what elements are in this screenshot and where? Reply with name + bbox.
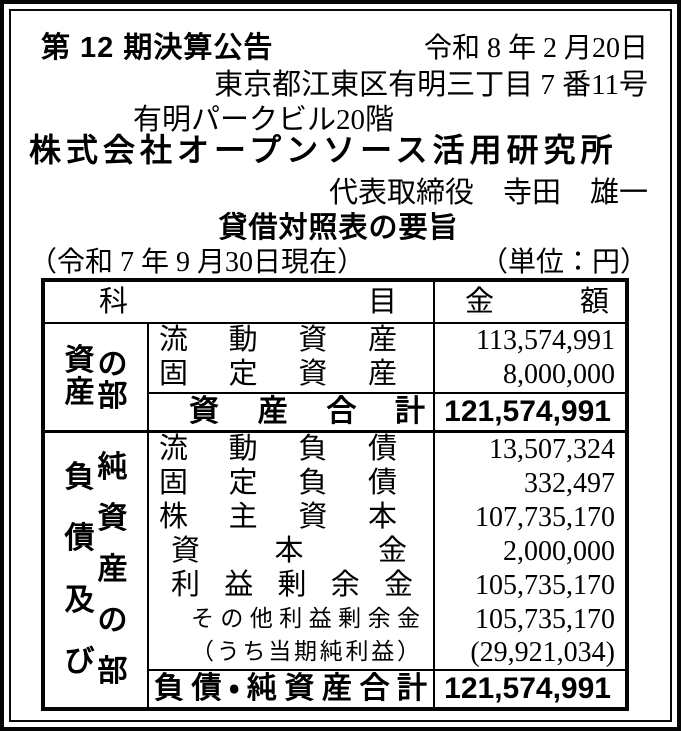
liabilities-section-label: 負債及び 純資産の部	[45, 433, 149, 707]
header-item-column: 科目	[45, 282, 435, 322]
amount-cell: 332,497	[524, 468, 615, 499]
statement-title: 貸借対照表の要旨	[218, 212, 459, 244]
item-cell: 流動負債	[149, 433, 435, 467]
assets-section: 資産 の部 流動資産 113,574,991 固定資産 8,000,000	[45, 324, 625, 430]
amount-cell: 13,507,324	[489, 434, 615, 465]
table-row: 流動資産 113,574,991	[149, 324, 625, 358]
amount-cell: 121,574,991	[444, 672, 611, 705]
item-cell: 流動資産	[149, 324, 435, 358]
amount-cell: 121,574,991	[444, 395, 611, 428]
notice-date: 令和 8 年 2 月20日	[423, 33, 648, 64]
header-amount-column: 金額	[465, 286, 609, 318]
table-row: 株主資本 107,735,170	[149, 501, 625, 535]
table-row: 資本金 2,000,000	[149, 535, 625, 569]
amount-cell: 105,735,170	[475, 570, 615, 601]
as-of-date: （令和 7 年 9 月30日現在）	[29, 247, 366, 278]
table-row: （うち当期純利益） (29,921,034)	[149, 636, 625, 669]
balance-sheet-table: 科目 金額 資産 の部 流動資産 113,574,991 固定資産	[41, 278, 629, 711]
amount-cell: 8,000,000	[503, 359, 615, 390]
assets-total-row: 資産合計 121,574,991	[149, 392, 625, 430]
item-cell: 固定負債	[149, 467, 435, 501]
amount-cell: 2,000,000	[503, 536, 615, 567]
liabilities-total-row: 負債・純資産合計 121,574,991	[149, 669, 625, 707]
as-of-unit-line: （令和 7 年 9 月30日現在） （単位：円）	[29, 240, 648, 278]
liabilities-rows: 流動負債 13,507,324 固定負債 332,497 株主資本 107,73…	[149, 433, 625, 707]
liabilities-label-col1: 負債及び	[64, 461, 95, 678]
item-cell: 固定資産	[149, 358, 435, 392]
item-cell: その他利益剰余金	[149, 603, 435, 636]
item-cell: （うち当期純利益）	[149, 636, 435, 669]
company-address-line1: 東京都江東区有明三丁目 7 番11号	[214, 69, 648, 101]
company-address-line2: 有明パークビル20階	[133, 104, 395, 136]
table-row: 固定負債 332,497	[149, 467, 625, 501]
assets-label-col1: 資産	[64, 344, 95, 409]
notice-content: 第 12 期決算公告 令和 8 年 2 月20日 東京都江東区有明三丁目 7 番…	[11, 11, 670, 720]
item-cell: 負債・純資産合計	[149, 671, 435, 707]
liabilities-net-assets-section: 負債及び 純資産の部 流動負債 13,507,324 固定負債 332,497	[45, 430, 625, 707]
amount-cell: 113,574,991	[476, 325, 615, 356]
table-row: 固定資産 8,000,000	[149, 358, 625, 392]
item-cell: 株主資本	[149, 501, 435, 535]
amount-cell: 107,735,170	[475, 502, 615, 533]
assets-label-col2: の部	[97, 348, 128, 413]
item-cell: 資本金	[149, 535, 435, 569]
company-name: 株式会社オープンソース活用研究所	[29, 132, 618, 168]
table-header-row: 科目 金額	[45, 282, 625, 324]
table-row: 利益剰余金 105,735,170	[149, 569, 625, 603]
liabilities-label-col2: 純資産の部	[97, 451, 128, 688]
inner-border-frame: 第 12 期決算公告 令和 8 年 2 月20日 東京都江東区有明三丁目 7 番…	[9, 9, 672, 722]
item-cell: 利益剰余金	[149, 569, 435, 603]
item-cell: 資産合計	[149, 394, 435, 430]
assets-rows: 流動資産 113,574,991 固定資産 8,000,000 資産合計 121…	[149, 324, 625, 430]
assets-section-label: 資産 の部	[45, 324, 149, 430]
table-row: その他利益剰余金 105,735,170	[149, 603, 625, 636]
unit-label: （単位：円）	[479, 247, 648, 278]
representative-name: 代表取締役 寺田 雄一	[328, 177, 648, 209]
notice-title: 第 12 期決算公告	[41, 32, 274, 64]
amount-cell: (29,921,034)	[470, 637, 615, 668]
amount-cell: 105,735,170	[475, 604, 615, 635]
table-row: 流動負債 13,507,324	[149, 433, 625, 467]
title-date-line: 第 12 期決算公告 令和 8 年 2 月20日	[29, 24, 648, 64]
